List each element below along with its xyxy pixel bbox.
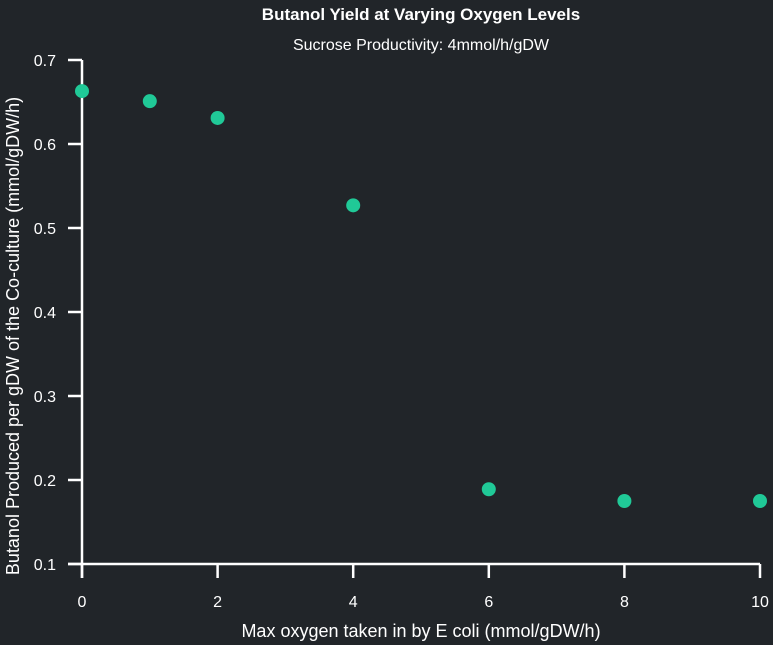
x-axis-ticks: 0 2 4 6 8 10 bbox=[78, 564, 769, 611]
x-tick-label: 8 bbox=[620, 594, 629, 611]
data-point bbox=[481, 482, 496, 497]
y-tick-label: 0.1 bbox=[34, 557, 56, 574]
data-point bbox=[142, 94, 157, 109]
data-point bbox=[75, 84, 89, 99]
x-tick-label: 4 bbox=[349, 594, 358, 611]
y-axis-label: Butanol Produced per gDW of the Co-cultu… bbox=[3, 97, 23, 575]
y-tick-label: 0.7 bbox=[34, 53, 56, 70]
y-tick-label: 0.5 bbox=[34, 221, 56, 238]
x-tick-label: 10 bbox=[751, 594, 769, 611]
y-axis-ticks: 0.1 0.2 0.3 0.4 0.5 0.6 0.7 bbox=[34, 53, 82, 574]
chart-title: Butanol Yield at Varying Oxygen Levels bbox=[262, 5, 580, 24]
y-tick-label: 0.4 bbox=[34, 305, 56, 322]
data-point bbox=[210, 110, 225, 125]
y-tick-label: 0.6 bbox=[34, 137, 56, 154]
x-tick-label: 6 bbox=[484, 594, 493, 611]
x-tick-label: 0 bbox=[78, 594, 87, 611]
data-point bbox=[346, 198, 361, 213]
y-tick-label: 0.2 bbox=[34, 473, 56, 490]
x-tick-label: 2 bbox=[213, 594, 222, 611]
y-tick-label: 0.3 bbox=[34, 389, 56, 406]
chart-subtitle: Sucrose Productivity: 4mmol/h/gDW bbox=[293, 37, 550, 54]
data-point bbox=[617, 494, 632, 508]
data-point bbox=[753, 494, 767, 508]
x-axis-label: Max oxygen taken in by E coli (mmol/gDW/… bbox=[241, 621, 600, 641]
data-points bbox=[75, 84, 767, 508]
